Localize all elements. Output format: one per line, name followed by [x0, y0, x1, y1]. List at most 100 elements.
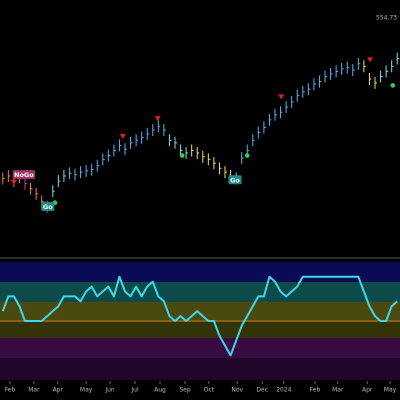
x-tick-label: Dec: [256, 387, 268, 394]
price-bar: [146, 127, 150, 140]
x-tick-label: Jun: [104, 387, 115, 394]
price-bar: [346, 61, 350, 74]
signal-triangle: [10, 179, 17, 185]
x-tick-label: Feb: [5, 387, 16, 394]
price-bar: [196, 147, 200, 159]
price-bar: [241, 152, 244, 165]
x-tick-label: Feb: [310, 387, 321, 394]
price-bar: [296, 89, 300, 102]
price-bar: [285, 101, 289, 114]
signal-dot: [179, 153, 185, 158]
label-text: NoGo: [14, 171, 34, 179]
price-bar: [363, 60, 366, 73]
price-bar: [335, 65, 339, 78]
price-bar: [152, 124, 155, 137]
price-bar: [341, 62, 344, 75]
price-bar: [63, 169, 66, 182]
x-tick-label: Jul: [130, 387, 139, 394]
price-bar: [357, 57, 361, 70]
price-bar: [302, 85, 305, 98]
price-bar: [374, 76, 377, 89]
price-bar: [307, 83, 311, 96]
price-bar: [30, 182, 33, 195]
price-bar: [91, 163, 94, 176]
price-bar: [313, 78, 316, 91]
price-bar: [213, 157, 216, 170]
price-bar: [324, 70, 327, 83]
price-bar: [130, 136, 133, 149]
price-bar: [174, 136, 177, 149]
x-tick-label: May: [80, 387, 93, 394]
price-bar: [141, 131, 144, 144]
price-label: 554.73: [376, 15, 397, 22]
price-bar: [102, 153, 105, 166]
label-text: Go: [43, 203, 53, 211]
price-bar: [257, 126, 261, 139]
price-bar: [352, 64, 355, 77]
signal-dot: [244, 153, 250, 158]
x-tick-label: Aug: [154, 387, 166, 394]
price-bar: [113, 144, 116, 157]
price-bar: [57, 175, 61, 188]
x-tick-label: Nov: [231, 387, 243, 394]
price-bar: [385, 65, 389, 78]
price-bar: [330, 67, 333, 80]
signal-triangle: [278, 94, 285, 100]
price-bar: [157, 120, 161, 133]
price-bar: [52, 185, 55, 198]
signal-triangle: [119, 133, 126, 139]
price-bar: [207, 153, 211, 166]
price-bar: [274, 108, 277, 121]
x-tick-label: Apr: [362, 387, 373, 394]
label-box: [41, 202, 55, 212]
price-bar: [252, 134, 255, 147]
price-bar: [135, 134, 139, 147]
price-bar: [291, 96, 294, 108]
x-tick-label: Mar: [28, 387, 40, 394]
price-bar: [191, 144, 194, 157]
price-bar: [391, 60, 394, 73]
x-tick-label: Oct: [204, 387, 215, 394]
band: [0, 282, 400, 302]
price-bar: [24, 177, 27, 190]
label-box: [12, 170, 36, 180]
signal-triangle: [367, 57, 373, 63]
band: [0, 358, 400, 380]
price-bar: [380, 70, 383, 83]
oscillator-line: [1, 275, 398, 357]
price-bar: [185, 147, 189, 159]
price-bar: [74, 168, 77, 181]
x-tick-label: May: [384, 387, 397, 394]
price-bar: [107, 149, 111, 162]
price-bar: [35, 187, 39, 200]
signal-triangle: [154, 116, 161, 122]
price-bar: [168, 134, 172, 147]
x-tick-label: Sep: [179, 387, 191, 394]
price-bar: [80, 166, 83, 179]
price-bar: [263, 121, 266, 134]
band: [0, 262, 400, 282]
x-tick-label: 2024: [276, 387, 291, 394]
label-text: Go: [230, 176, 240, 184]
price-bar: [163, 124, 166, 137]
band: [0, 338, 400, 358]
x-tick-label: Apr: [53, 387, 64, 394]
price-bar: [68, 167, 72, 180]
price-bar: [280, 106, 283, 119]
price-bar: [268, 113, 272, 126]
price-bar: [96, 159, 100, 172]
signal-dot: [390, 83, 396, 88]
price-bar: [396, 52, 400, 65]
price-bar: [318, 75, 322, 88]
band: [0, 302, 400, 320]
x-tick-label: Mar: [332, 387, 344, 394]
price-bar: [202, 150, 205, 163]
price-bar: [118, 139, 122, 152]
price-bar: [2, 172, 5, 185]
price-bar: [85, 164, 89, 177]
label-box: [228, 175, 242, 185]
price-bar: [224, 166, 227, 179]
price-bar: [124, 143, 127, 156]
price-bar: [218, 162, 222, 175]
